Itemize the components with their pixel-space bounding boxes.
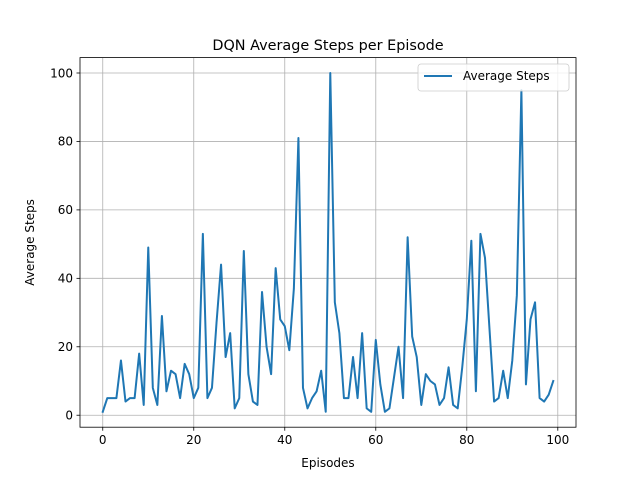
y-tick-label: 80 [58, 135, 73, 149]
legend-box [417, 63, 570, 92]
x-tick-label: 0 [99, 433, 107, 447]
x-tick-label: 80 [459, 433, 474, 447]
x-tick-label: 20 [186, 433, 201, 447]
y-axis-title: Average Steps [23, 199, 37, 286]
series-line-average-steps [101, 72, 555, 414]
chart-title: DQN Average Steps per Episode [212, 38, 443, 54]
x-tick-label: 60 [368, 433, 383, 447]
y-tick-label: 60 [58, 203, 73, 217]
plot-frame [79, 57, 577, 428]
x-tick-label: 100 [546, 433, 569, 447]
y-tick-label: 40 [58, 272, 73, 286]
y-tick-label: 20 [58, 340, 73, 354]
axis-ticks: 0 20 40 60 80 100 0 20 40 60 80 100 [50, 66, 569, 447]
x-axis-title: Episodes [301, 456, 354, 470]
y-tick-label: 100 [50, 66, 73, 80]
x-tick-label: 40 [277, 433, 292, 447]
legend-label: Average Steps [463, 69, 550, 83]
y-tick-label: 0 [65, 409, 73, 423]
series-layer [101, 72, 555, 414]
legend: Average Steps [417, 63, 570, 92]
